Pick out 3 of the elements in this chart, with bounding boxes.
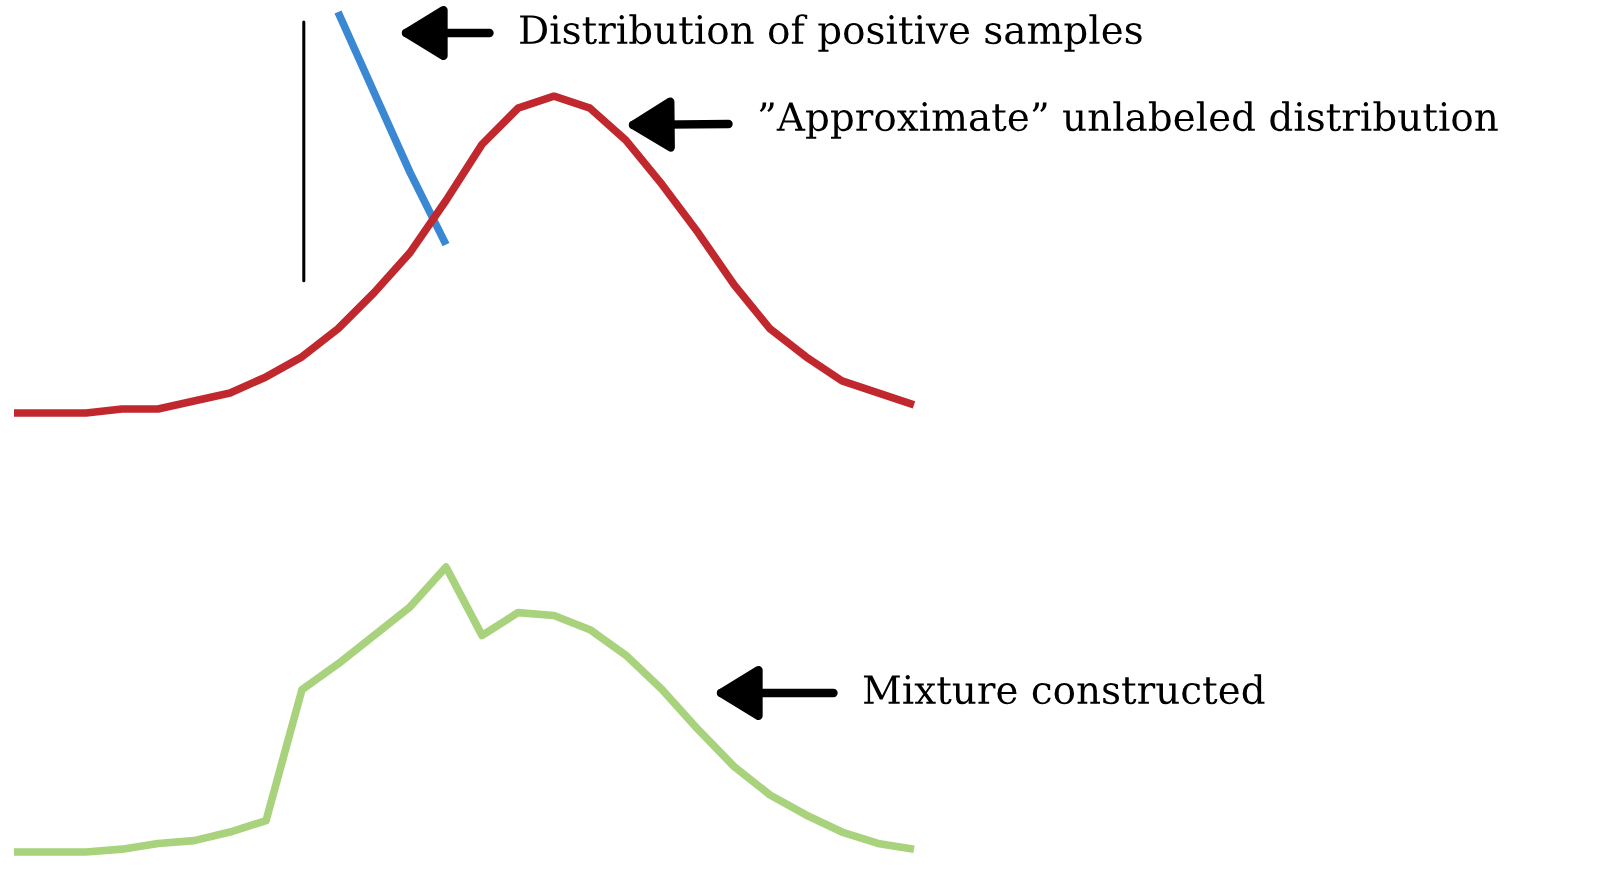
annotation: Mixture constructed [863,674,1265,705]
annotation: Distribution of positive samples [520,14,1142,52]
annotation: ”Approximate” unlabeled distribution [759,101,1498,139]
